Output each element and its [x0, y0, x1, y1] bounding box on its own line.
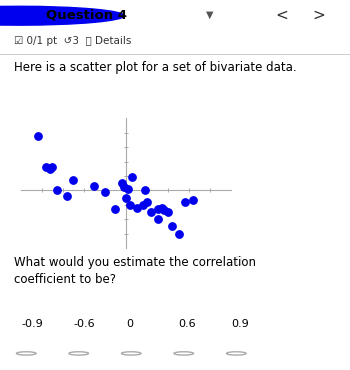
Point: [43, 164, 49, 170]
Point: [48, 166, 53, 172]
Point: [140, 202, 146, 208]
Point: [113, 206, 118, 212]
Point: [92, 183, 97, 189]
Point: [159, 205, 164, 211]
Point: [155, 216, 160, 222]
Point: [134, 205, 139, 211]
Point: [142, 187, 148, 193]
Point: [176, 231, 181, 236]
Point: [144, 199, 150, 205]
Text: What would you estimate the correlation
coefficient to be?: What would you estimate the correlation …: [14, 256, 256, 286]
Point: [102, 189, 108, 195]
Point: [182, 199, 188, 205]
Point: [50, 164, 55, 170]
Text: 0.6: 0.6: [178, 319, 196, 329]
Text: ▼: ▼: [206, 10, 214, 20]
Text: 0: 0: [126, 319, 133, 329]
Point: [35, 133, 41, 139]
Point: [71, 177, 76, 183]
Point: [169, 223, 175, 229]
Circle shape: [16, 352, 36, 355]
Text: Question 4: Question 4: [46, 9, 126, 21]
Text: ☑ 0/1 pt  ↺3  ⓘ Details: ☑ 0/1 pt ↺3 ⓘ Details: [14, 36, 131, 46]
Point: [190, 198, 196, 204]
Point: [148, 209, 154, 215]
Point: [54, 187, 60, 193]
Text: 🔍: 🔍: [235, 255, 241, 265]
Point: [64, 193, 70, 199]
Point: [125, 186, 131, 192]
Point: [123, 195, 129, 201]
Text: <: <: [275, 8, 288, 23]
Text: -0.6: -0.6: [74, 319, 95, 329]
Point: [155, 206, 160, 212]
Circle shape: [0, 6, 124, 25]
Point: [165, 209, 171, 215]
Circle shape: [174, 352, 194, 355]
Point: [127, 202, 133, 208]
Text: >: >: [312, 8, 325, 23]
Text: -0.9: -0.9: [21, 319, 43, 329]
Circle shape: [69, 352, 89, 355]
Text: Here is a scatter plot for a set of bivariate data.: Here is a scatter plot for a set of biva…: [14, 61, 297, 74]
Point: [161, 208, 167, 213]
Text: 0.9: 0.9: [231, 319, 249, 329]
Point: [119, 180, 125, 186]
Circle shape: [226, 352, 246, 355]
Circle shape: [121, 352, 141, 355]
Point: [130, 174, 135, 180]
Point: [121, 185, 127, 191]
